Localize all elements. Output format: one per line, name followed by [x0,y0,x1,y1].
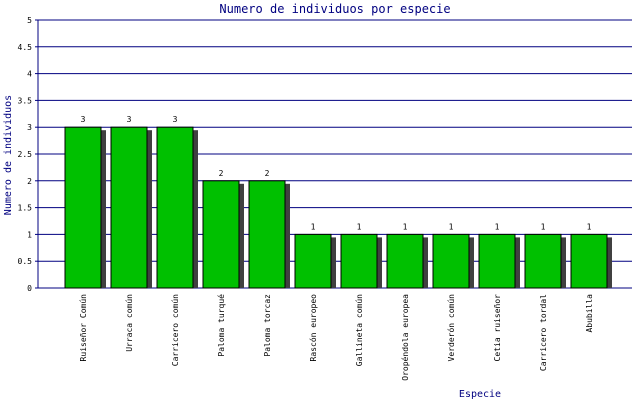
data-label: 3 [127,115,132,124]
y-tick-label: 0.5 [18,257,33,266]
data-label: 1 [587,222,592,231]
bar [570,233,608,289]
bar [64,126,102,289]
bar-shadow [561,237,566,288]
bar-shadow [239,183,244,288]
data-label: 1 [311,222,316,231]
bar [248,180,286,289]
bar-shadow [607,237,612,288]
bar [110,126,148,289]
bar [524,233,562,289]
bar [202,180,240,289]
bar-shadow [147,130,152,288]
data-label: 1 [495,222,500,231]
x-tick-label: Carricero tordal [539,294,548,371]
bar-shadow [331,237,336,288]
data-label: 1 [357,222,362,231]
y-tick-label: 5 [27,16,32,25]
y-tick-label: 3.5 [18,96,33,105]
x-tick-label: Oropéndola europea [400,294,410,381]
x-tick-label: Abubilla [585,294,594,333]
bar [386,233,424,289]
bar [478,233,516,289]
data-label: 2 [219,169,224,178]
y-tick-label: 2.5 [18,150,33,159]
bar [156,126,194,289]
bar-shadow [193,130,198,288]
bar [340,233,378,289]
x-tick-label: Paloma turqué [216,294,226,357]
bar-shadow [469,237,474,288]
y-tick-label: 0 [27,284,32,293]
data-label: 1 [403,222,408,231]
bar-shadow [285,183,290,288]
y-tick-label: 1 [27,230,32,239]
x-tick-label: Paloma torcaz [263,294,272,357]
x-tick-label: Verderón común [446,294,456,362]
data-label: 1 [541,222,546,231]
x-axis-title: Especie [459,389,501,400]
data-label: 3 [81,115,86,124]
y-tick-label: 4 [27,70,32,79]
bar-shadow [423,237,428,288]
chart-title: Numero de individuos por especie [219,2,450,16]
bar-shadow [101,130,106,288]
data-label: 2 [265,169,270,178]
y-tick-label: 3 [27,123,32,132]
y-tick-label: 1.5 [18,204,33,213]
x-tick-label: Cetia ruiseñor [493,294,502,362]
x-tick-label: Ruiseñor Común [79,294,88,362]
bar-shadow [515,237,520,288]
y-tick-label: 4.5 [18,43,33,52]
bar-shadow [377,237,382,288]
data-label: 1 [449,222,454,231]
bar [294,233,332,289]
y-axis-title: Numero de individuos [3,95,14,215]
y-tick-label: 2 [27,177,32,186]
x-tick-label: Carricero común [171,294,180,366]
data-label: 3 [173,115,178,124]
x-tick-label: Gallineta común [355,294,364,366]
x-tick-label: Urraca común [125,294,134,352]
x-tick-label: Rascón europeo [308,294,318,362]
bar [432,233,470,289]
